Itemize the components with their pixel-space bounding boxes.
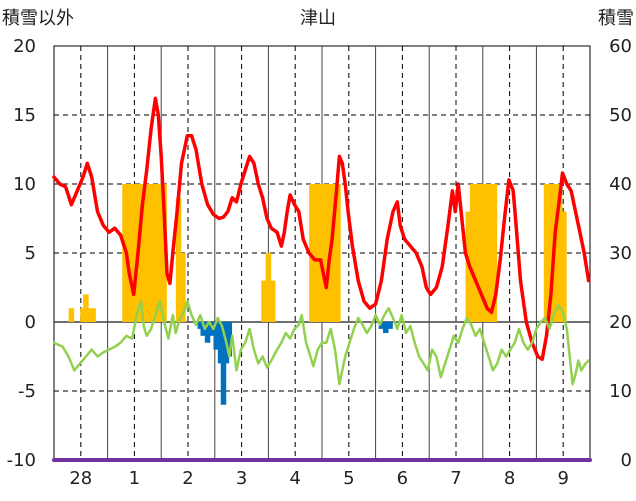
left-tick-label: -5 xyxy=(18,381,36,402)
left-tick-label: 0 xyxy=(25,312,36,333)
left-axis-label: 積雪以外 xyxy=(2,8,74,29)
x-tick-label: 4 xyxy=(289,468,300,489)
orange-bar xyxy=(474,184,480,322)
orange-bar xyxy=(487,184,493,322)
blue-bar xyxy=(217,322,224,364)
right-tick-label: 50 xyxy=(609,105,632,126)
blue-bar xyxy=(226,322,233,357)
left-tick-label: -10 xyxy=(7,450,36,471)
left-tick-label: 10 xyxy=(13,174,36,195)
green-line-series xyxy=(52,300,590,386)
blue-bar xyxy=(382,322,389,334)
orange-bar xyxy=(478,184,485,322)
series-lines xyxy=(52,96,592,462)
blue-bar xyxy=(204,322,211,343)
orange-bar xyxy=(143,184,150,322)
right-axis-label: 積雪 xyxy=(598,8,634,29)
orange-bar xyxy=(313,184,319,322)
x-tick-label: 2 xyxy=(182,468,193,489)
orange-bar xyxy=(261,280,267,322)
right-tick-label: 30 xyxy=(609,243,632,264)
blue-bar xyxy=(209,322,215,336)
orange-bar xyxy=(309,184,315,322)
blue-bar xyxy=(213,322,219,350)
blue-bar xyxy=(378,322,385,329)
orange-bar xyxy=(175,197,182,322)
orange-bar xyxy=(161,184,167,322)
x-tick-label: 28 xyxy=(69,468,92,489)
orange-bar xyxy=(126,184,133,322)
orange-bar xyxy=(148,184,154,322)
x-tick-label: 7 xyxy=(450,468,461,489)
orange-bar xyxy=(265,253,272,322)
orange-bar xyxy=(269,280,276,322)
right-tick-label: 20 xyxy=(609,312,632,333)
orange-bar xyxy=(482,184,489,322)
blue-bar xyxy=(387,322,393,329)
left-tick-label: 15 xyxy=(13,105,36,126)
blue-bar xyxy=(200,322,206,336)
orange-bar xyxy=(152,184,159,322)
left-tick-label: 20 xyxy=(13,36,36,57)
orange-bar xyxy=(335,184,341,322)
x-tick-label: 8 xyxy=(504,468,515,489)
orange-bar xyxy=(157,184,163,322)
orange-bar xyxy=(469,184,476,322)
x-tick-label: 6 xyxy=(397,468,408,489)
orange-bar xyxy=(80,308,86,322)
orange-bar xyxy=(317,184,324,322)
orange-bar xyxy=(561,211,567,322)
x-tick-label: 5 xyxy=(343,468,354,489)
right-ticks: 60 50 40 30 20 10 0 xyxy=(609,36,632,471)
right-tick-label: 60 xyxy=(609,36,632,57)
chart-title: 津山 xyxy=(300,8,336,29)
orange-bar xyxy=(180,253,186,322)
orange-bar xyxy=(322,184,328,322)
orange-bar xyxy=(68,308,75,322)
blue-bar xyxy=(197,322,204,329)
orange-bar xyxy=(548,184,554,322)
x-ticks: 28 1 2 3 4 5 6 7 8 9 xyxy=(69,468,569,489)
right-tick-label: 0 xyxy=(621,450,632,471)
left-ticks: 20 15 10 5 0 -5 -10 xyxy=(7,36,36,471)
orange-bar xyxy=(491,184,498,322)
x-tick-label: 1 xyxy=(129,468,140,489)
right-tick-label: 40 xyxy=(609,174,632,195)
orange-bar xyxy=(130,184,137,322)
orange-bar xyxy=(83,294,89,322)
x-tick-label: 9 xyxy=(557,468,568,489)
red-line-series xyxy=(52,96,591,362)
orange-bar xyxy=(139,184,146,322)
orange-bar xyxy=(330,184,337,322)
blue-bar xyxy=(220,322,227,405)
left-tick-label: 5 xyxy=(25,243,36,264)
orange-bar xyxy=(556,184,563,322)
right-tick-label: 10 xyxy=(609,381,632,402)
orange-bar xyxy=(86,308,92,322)
orange-bar xyxy=(543,184,550,322)
x-tick-label: 3 xyxy=(236,468,247,489)
orange-bar xyxy=(90,308,96,322)
